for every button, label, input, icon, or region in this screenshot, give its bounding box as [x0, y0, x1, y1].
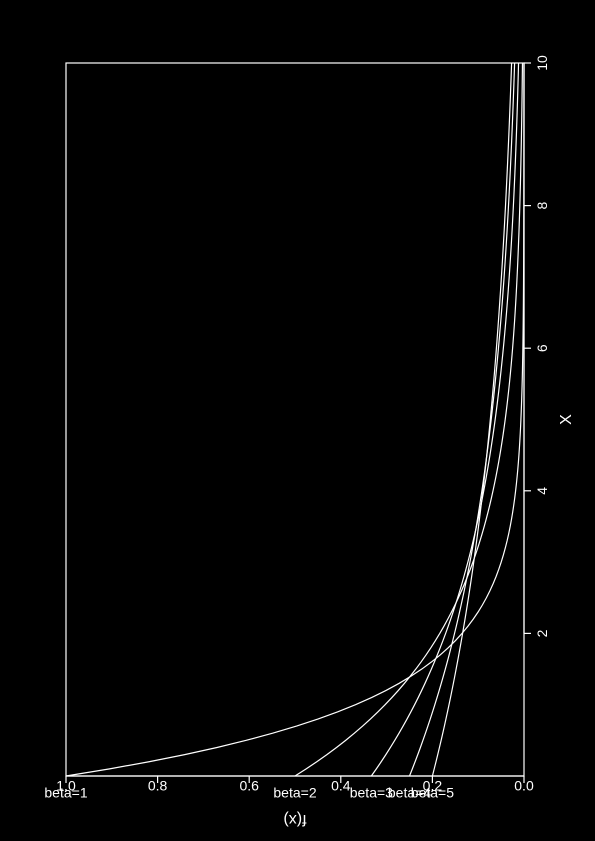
chart-stage: 2468100.00.20.40.60.81.0Xf(x)beta=1beta=…	[0, 0, 595, 841]
series-label: beta=1	[44, 785, 87, 801]
y-tick-label: 0.8	[148, 778, 168, 794]
series-label: beta=5	[411, 785, 454, 801]
y-tick-label: 0.4	[331, 778, 351, 794]
chart-background	[0, 0, 595, 841]
y-tick-label: 0.0	[514, 778, 534, 794]
x-axis-label: X	[558, 414, 575, 425]
x-tick-label: 10	[534, 55, 550, 71]
y-axis-label: f(x)	[283, 811, 306, 828]
chart-svg: 2468100.00.20.40.60.81.0Xf(x)beta=1beta=…	[0, 0, 595, 841]
x-tick-label: 2	[534, 629, 550, 637]
x-tick-label: 4	[534, 487, 550, 495]
series-label: beta=2	[273, 785, 316, 801]
x-tick-label: 6	[534, 344, 550, 352]
series-label: beta=3	[350, 785, 393, 801]
x-tick-label: 8	[534, 201, 550, 209]
y-tick-label: 0.6	[239, 778, 259, 794]
